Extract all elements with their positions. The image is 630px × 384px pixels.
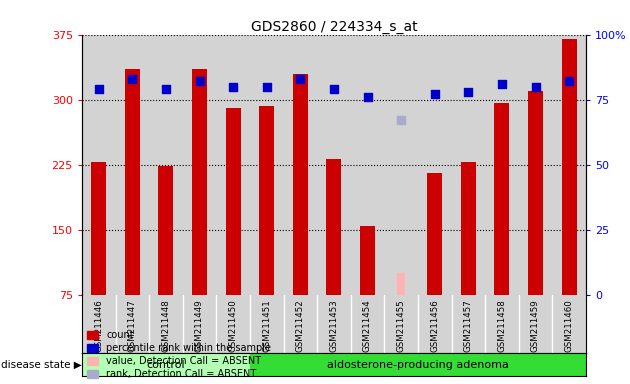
Bar xyxy=(259,106,274,295)
Bar xyxy=(351,295,384,353)
Text: GSM211450: GSM211450 xyxy=(229,300,238,353)
Bar xyxy=(115,35,149,295)
Legend: count, percentile rank within the sample, value, Detection Call = ABSENT, rank, : count, percentile rank within the sample… xyxy=(87,330,271,379)
Text: GSM211457: GSM211457 xyxy=(464,300,472,353)
Bar xyxy=(226,108,241,295)
Text: GSM211454: GSM211454 xyxy=(363,300,372,353)
Text: GSM211449: GSM211449 xyxy=(195,300,204,352)
Bar xyxy=(158,166,173,295)
Point xyxy=(127,76,137,82)
Bar xyxy=(384,295,418,353)
Bar xyxy=(82,35,115,295)
Bar xyxy=(284,295,317,353)
Text: GSM211460: GSM211460 xyxy=(564,300,573,353)
Bar xyxy=(149,35,183,295)
Point xyxy=(497,81,507,87)
Bar xyxy=(317,35,351,295)
Point xyxy=(228,84,238,90)
Bar xyxy=(192,69,207,295)
Bar xyxy=(216,35,250,295)
Bar xyxy=(216,295,250,353)
Text: aldosterone-producing adenoma: aldosterone-producing adenoma xyxy=(327,360,509,370)
Point xyxy=(94,86,104,92)
Point xyxy=(195,78,205,84)
Text: GSM211446: GSM211446 xyxy=(94,300,103,353)
Bar xyxy=(183,295,216,353)
Text: GSM211451: GSM211451 xyxy=(262,300,271,353)
Bar xyxy=(485,295,518,353)
Text: GSM211448: GSM211448 xyxy=(161,300,170,353)
Bar xyxy=(250,295,284,353)
Text: GSM211458: GSM211458 xyxy=(498,300,507,353)
Point xyxy=(430,91,440,98)
Point xyxy=(329,86,339,92)
Bar xyxy=(82,295,115,353)
Text: GSM211453: GSM211453 xyxy=(329,300,338,353)
Bar xyxy=(418,35,452,295)
Point xyxy=(295,76,306,82)
Bar xyxy=(418,295,452,353)
Bar xyxy=(518,295,553,353)
Point xyxy=(530,84,541,90)
Point xyxy=(362,94,372,100)
Bar xyxy=(326,159,341,295)
Point xyxy=(161,86,171,92)
Text: disease state ▶: disease state ▶ xyxy=(1,360,82,370)
Bar xyxy=(397,273,405,295)
Bar xyxy=(250,35,284,295)
Bar xyxy=(561,39,576,295)
Bar xyxy=(461,162,476,295)
Point xyxy=(564,78,574,84)
Text: GSM211459: GSM211459 xyxy=(531,300,540,352)
Point xyxy=(261,84,272,90)
Bar xyxy=(452,295,485,353)
Bar xyxy=(91,162,106,295)
Bar xyxy=(317,295,351,353)
Bar xyxy=(427,174,442,295)
Bar xyxy=(149,295,183,353)
Bar xyxy=(528,91,543,295)
Bar xyxy=(360,225,375,295)
Bar xyxy=(553,295,586,353)
Point xyxy=(396,118,406,124)
Bar xyxy=(553,35,586,295)
Text: GSM211452: GSM211452 xyxy=(296,300,305,353)
Text: GSM211455: GSM211455 xyxy=(397,300,406,353)
Bar xyxy=(495,103,510,295)
Bar xyxy=(351,35,384,295)
Bar xyxy=(183,35,216,295)
Bar xyxy=(284,35,317,295)
Text: GSM211456: GSM211456 xyxy=(430,300,439,353)
Bar xyxy=(485,35,518,295)
Point xyxy=(463,89,473,95)
Bar xyxy=(250,353,586,376)
Bar xyxy=(452,35,485,295)
Text: GSM211447: GSM211447 xyxy=(128,300,137,353)
Title: GDS2860 / 224334_s_at: GDS2860 / 224334_s_at xyxy=(251,20,417,33)
Bar xyxy=(384,35,418,295)
Bar xyxy=(82,353,250,376)
Bar xyxy=(115,295,149,353)
Bar xyxy=(518,35,553,295)
Bar xyxy=(293,74,308,295)
Bar xyxy=(125,69,140,295)
Text: control: control xyxy=(147,360,185,370)
